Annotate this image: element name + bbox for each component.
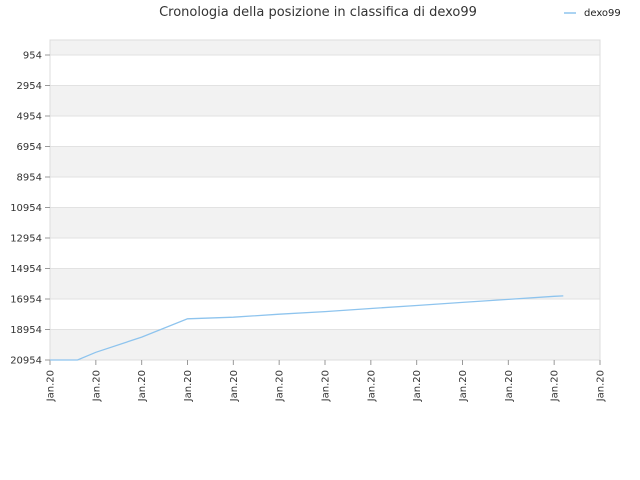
background-band bbox=[50, 238, 600, 269]
background-band bbox=[50, 207, 600, 238]
grid-lines bbox=[50, 54, 600, 361]
background-band bbox=[50, 55, 600, 86]
background-bands bbox=[50, 40, 600, 360]
background-band bbox=[50, 329, 600, 360]
x-tick-label: Jan.20 bbox=[183, 370, 194, 402]
x-tick-label: Jan.20 bbox=[412, 370, 423, 402]
y-tick-label: 18954 bbox=[10, 325, 42, 336]
y-tick-label: 954 bbox=[23, 51, 42, 62]
x-tick-label: Jan.20 bbox=[596, 370, 607, 402]
chart-title: Cronologia della posizione in classifica… bbox=[159, 5, 477, 20]
series-line-dexo99 bbox=[50, 295, 564, 361]
x-tick-label: Jan.20 bbox=[91, 370, 102, 402]
x-tick-label: Jan.20 bbox=[137, 370, 148, 402]
x-tick-label: Jan.20 bbox=[504, 370, 515, 402]
y-axis: 954 2954 4954 6954 8954 10954 12954 14954 16954 1… bbox=[10, 51, 50, 367]
series-layer bbox=[50, 295, 564, 361]
background-band bbox=[50, 85, 600, 116]
background-band bbox=[50, 177, 600, 208]
y-tick-label: 10954 bbox=[10, 203, 42, 214]
x-axis: Jan.20 Jan.20 Jan.20 Jan.20 Jan.20 Jan.20 Jan.… bbox=[46, 360, 607, 402]
legend[interactable]: dexo99 bbox=[564, 8, 621, 19]
y-tick-label: 6954 bbox=[17, 142, 42, 153]
y-tick-label: 16954 bbox=[10, 295, 42, 306]
x-tick-label: Jan.20 bbox=[321, 370, 332, 402]
background-band bbox=[50, 146, 600, 177]
x-tick-label: Jan.20 bbox=[275, 370, 286, 402]
y-tick-label: 4954 bbox=[17, 112, 42, 123]
x-tick-label: Jan.20 bbox=[550, 370, 561, 402]
background-band bbox=[50, 40, 600, 55]
background-band bbox=[50, 299, 600, 330]
x-tick-label: Jan.20 bbox=[229, 370, 240, 402]
background-band bbox=[50, 268, 600, 299]
y-tick-label: 14954 bbox=[10, 264, 42, 275]
y-tick-label: 12954 bbox=[10, 234, 42, 245]
x-tick-label: Jan.20 bbox=[46, 370, 57, 402]
y-tick-label: 2954 bbox=[17, 81, 42, 92]
x-tick-label: Jan.20 bbox=[458, 370, 469, 402]
background-band bbox=[50, 116, 600, 147]
y-tick-label: 20954 bbox=[10, 356, 42, 367]
x-tick-label: Jan.20 bbox=[366, 370, 377, 402]
legend-label-dexo99: dexo99 bbox=[584, 8, 621, 19]
y-tick-label: 8954 bbox=[17, 173, 42, 184]
